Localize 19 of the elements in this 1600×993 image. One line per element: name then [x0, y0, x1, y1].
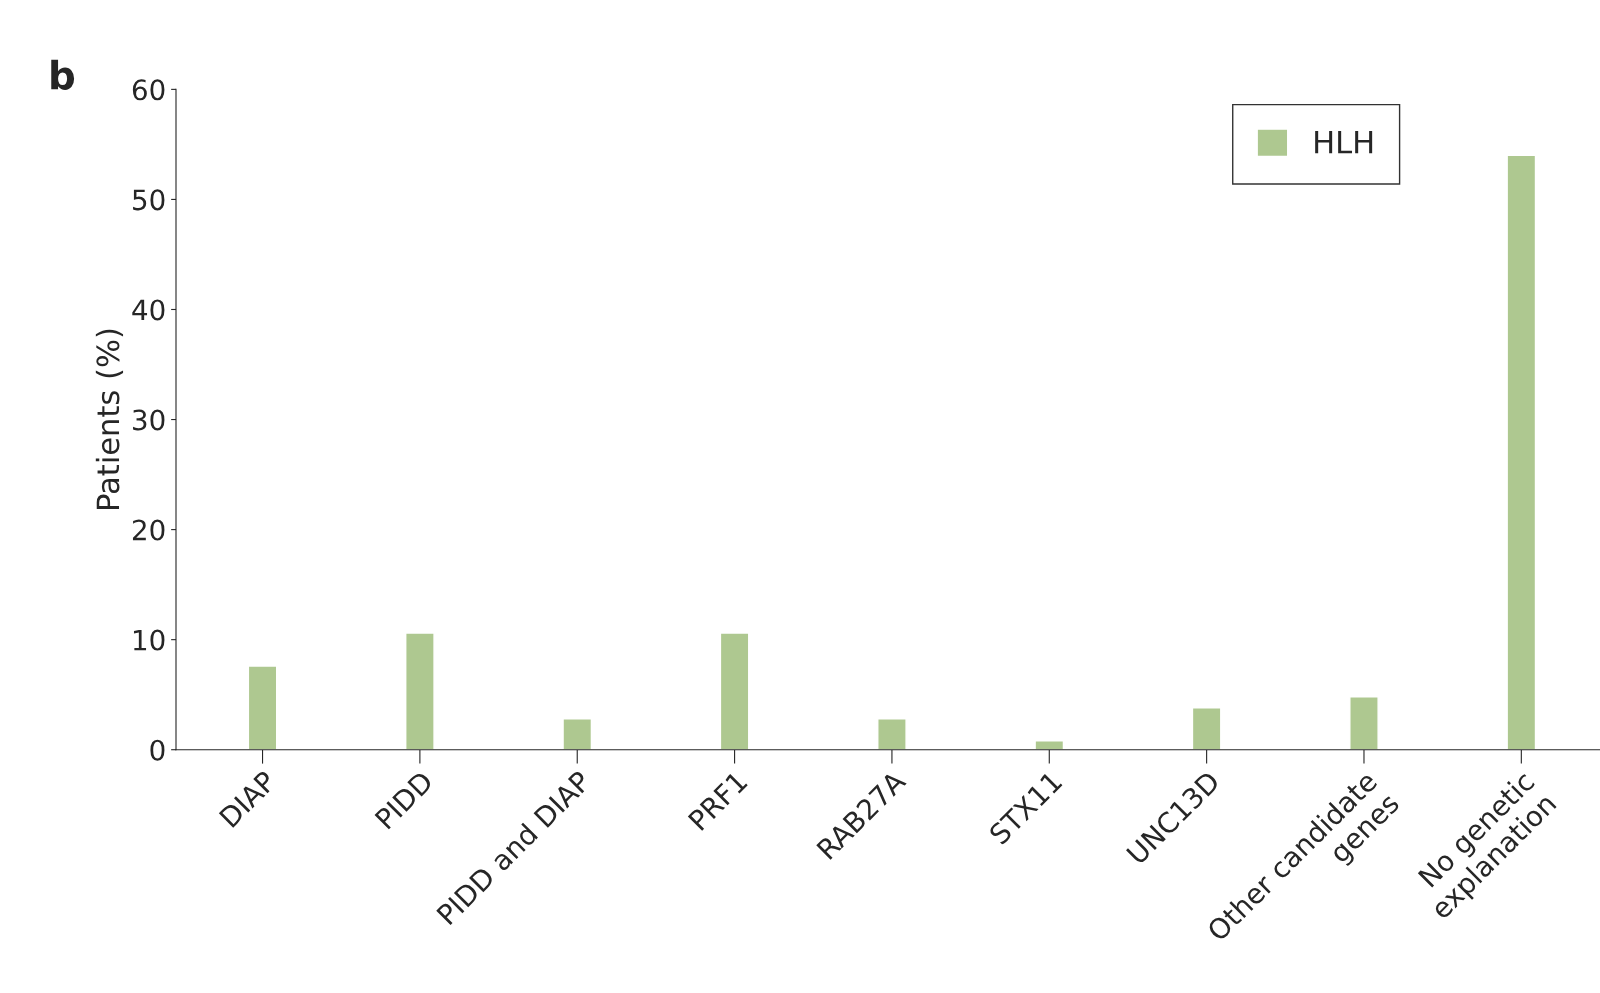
y-tick-label: 60 — [132, 79, 165, 101]
y-tick-label: 0 — [150, 739, 165, 761]
y-tick-label: 30 — [133, 409, 165, 431]
bar — [719, 632, 750, 750]
bar — [247, 665, 278, 750]
bar — [1191, 707, 1222, 750]
y-tick-label: 50 — [133, 189, 165, 211]
bar — [1506, 154, 1537, 750]
legend-label: HLH — [1315, 130, 1373, 154]
y-tick-label: 40 — [132, 299, 165, 321]
bar — [1034, 740, 1065, 750]
bar — [1349, 696, 1379, 750]
bar — [405, 632, 435, 750]
y-axis-title: Patients (%) — [95, 329, 124, 509]
text: b — [51, 59, 75, 90]
bar — [562, 718, 593, 750]
y-tick-label: 10 — [133, 629, 165, 651]
bar — [877, 718, 907, 750]
y-tick-label: 20 — [132, 519, 165, 541]
